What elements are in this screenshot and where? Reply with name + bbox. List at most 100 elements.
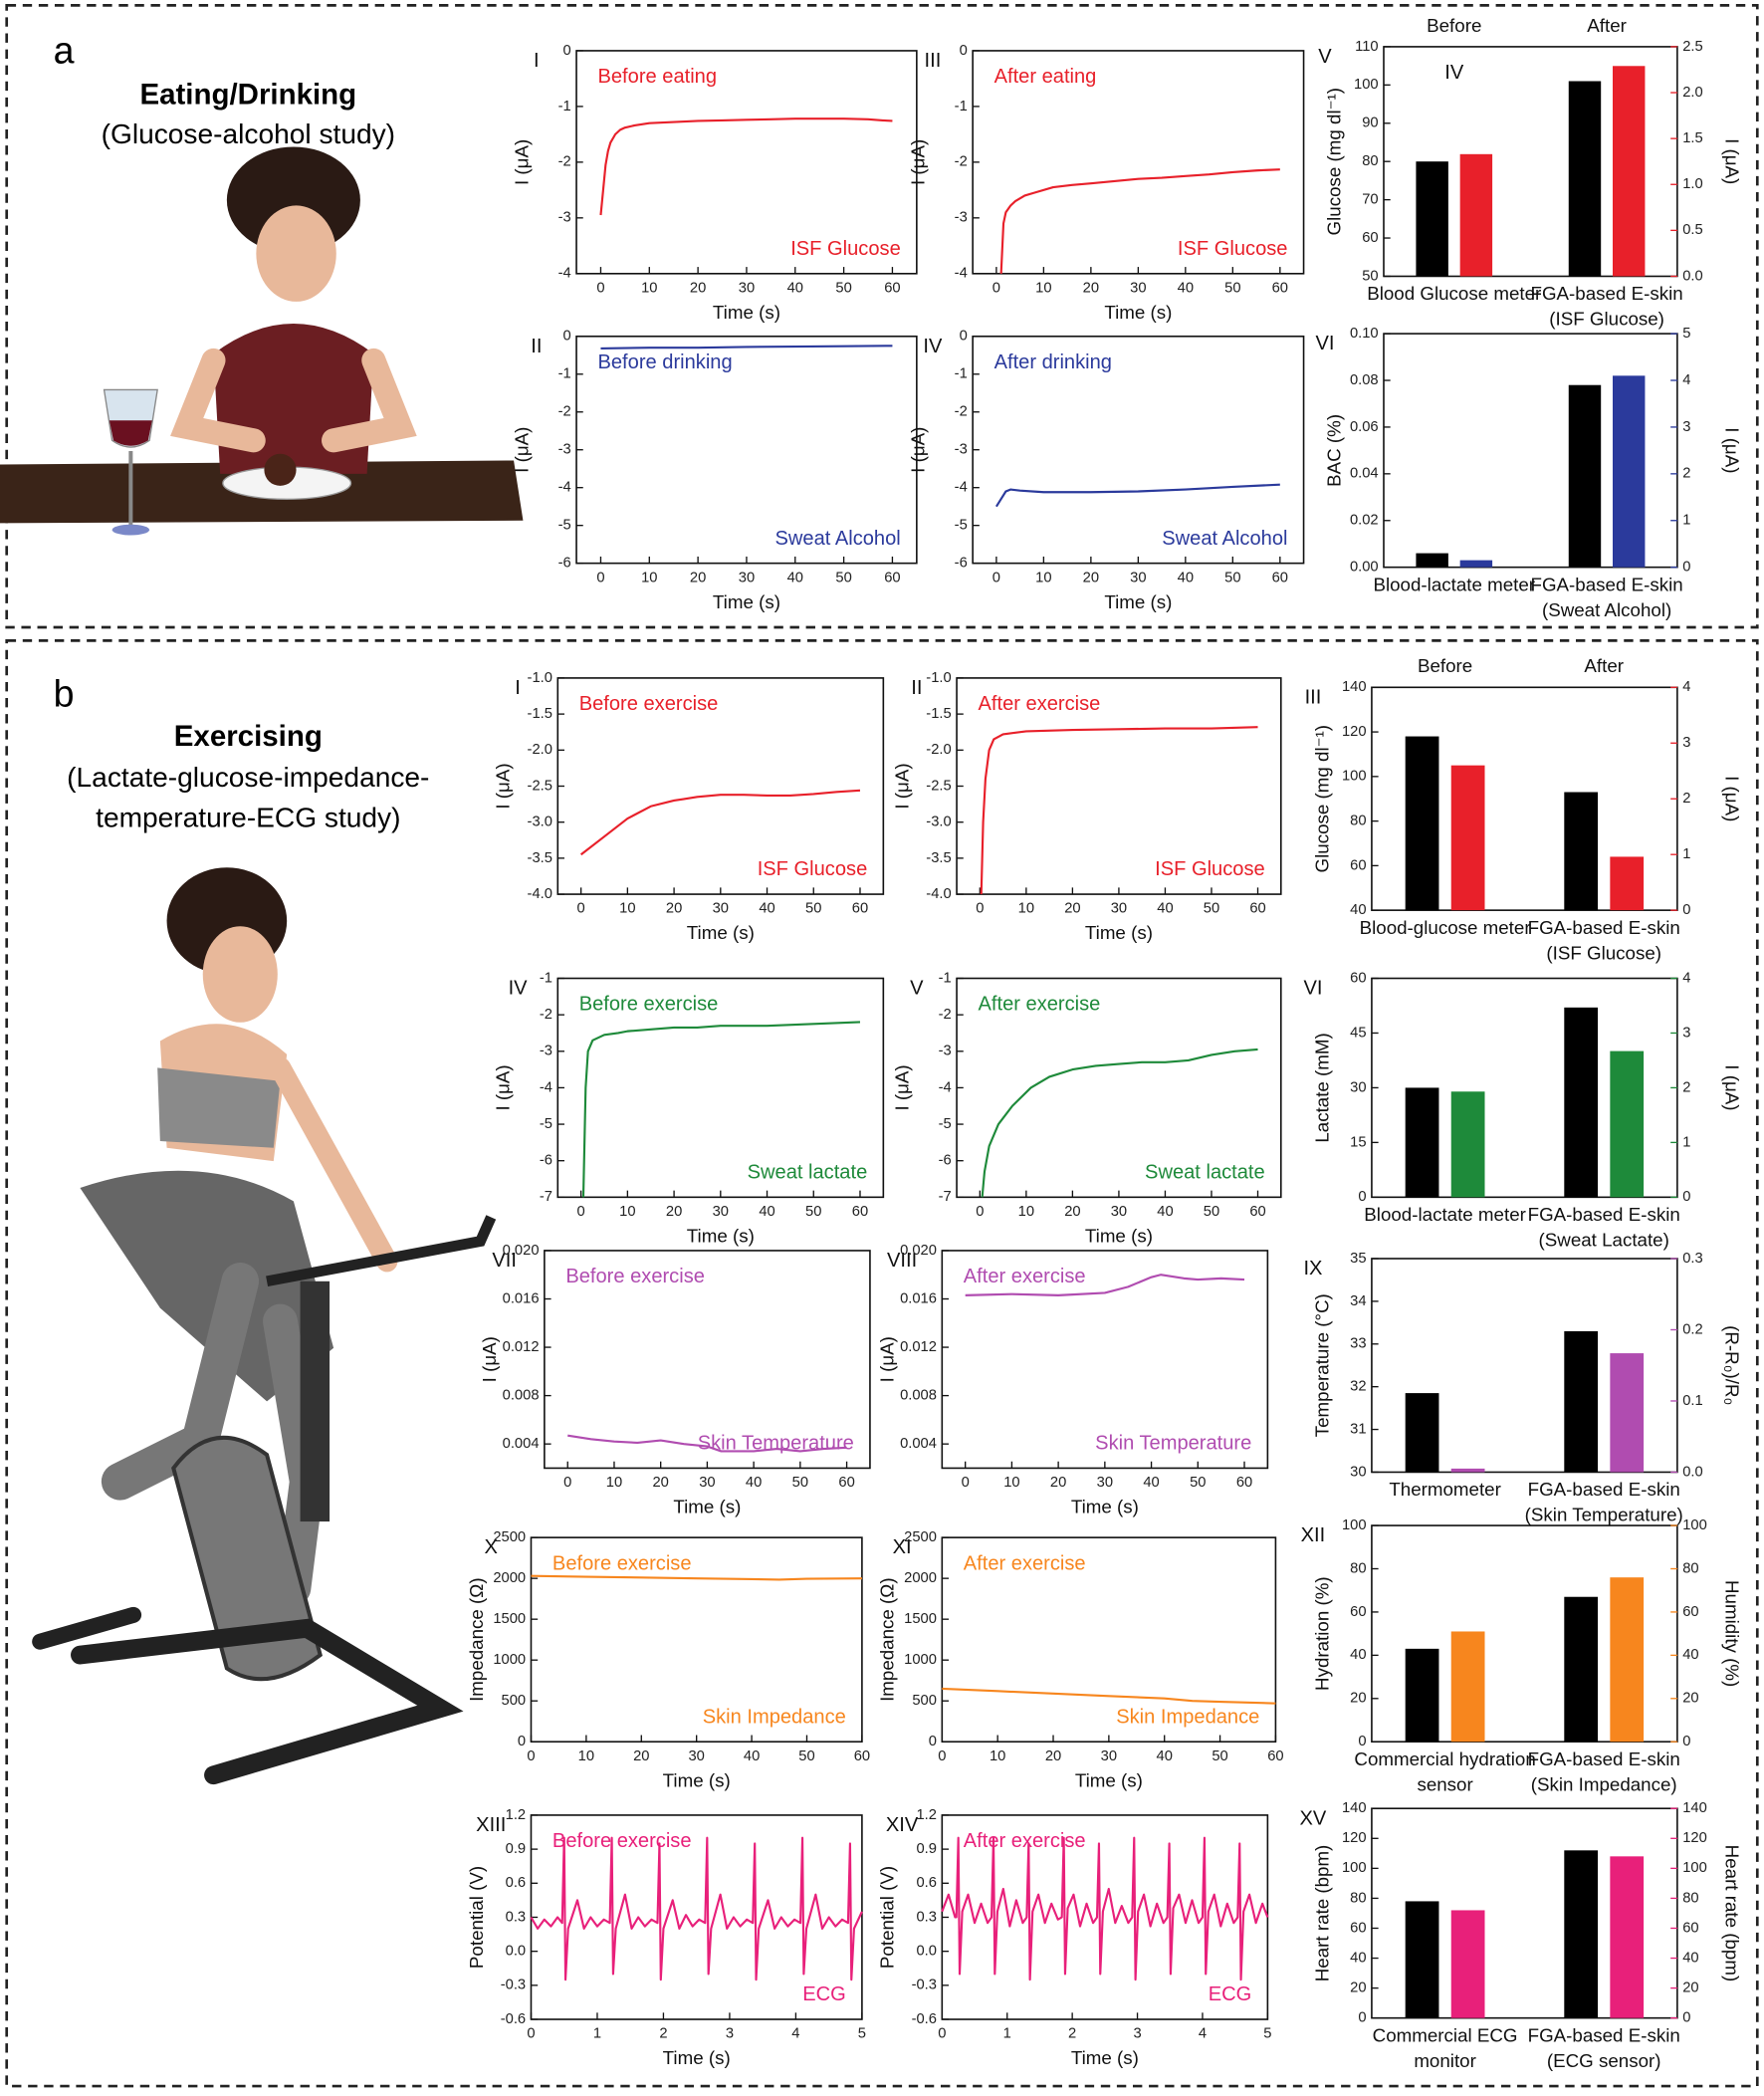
panel-numeral: IV <box>923 336 943 357</box>
section-title: Eating/Drinking <box>139 78 356 111</box>
bar <box>1610 1050 1645 1198</box>
y-tick-label: -3 <box>955 442 968 458</box>
y2-tick-label: 3 <box>1682 419 1690 435</box>
x-tick-label: 60 <box>1267 1748 1283 1764</box>
panel-numeral: X <box>485 1536 498 1558</box>
y-tick-label: -1 <box>955 366 968 382</box>
y-tick-label: 32 <box>1350 1379 1366 1395</box>
x-tick-label: 40 <box>759 1204 774 1220</box>
y-tick-label: -0.6 <box>912 2011 937 2027</box>
x-tick-label: 40 <box>1143 1475 1159 1491</box>
y-axis-label: I (μA) <box>511 427 532 473</box>
y-axis-label: Lactate (mM) <box>1312 1033 1333 1142</box>
section-frame <box>5 639 1759 2088</box>
bar <box>1568 384 1602 568</box>
y2-tick-label: 40 <box>1682 1950 1698 1966</box>
y-tick-label: 0.6 <box>916 1875 936 1891</box>
annotation: Before exercise <box>552 1830 692 1852</box>
x-tick-label: 20 <box>1083 570 1099 585</box>
y-tick-label: 1500 <box>493 1611 526 1627</box>
bar <box>1564 1007 1599 1198</box>
x-category-label: Thermometer <box>1389 1479 1501 1500</box>
x-axis-label: Time (s) <box>1085 922 1153 943</box>
annotation: Before drinking <box>597 351 732 373</box>
data-line <box>942 1687 1276 1705</box>
x-tick-label: 20 <box>666 1204 682 1220</box>
y-tick-label: 2500 <box>493 1529 526 1545</box>
x-tick-label: 30 <box>1097 1475 1113 1491</box>
y-tick-label: -4 <box>558 480 571 496</box>
x-tick-label: 10 <box>641 280 657 296</box>
y2-tick-label: 1 <box>1682 846 1690 862</box>
bar <box>1459 560 1493 568</box>
annotation: Before eating <box>597 66 717 88</box>
y-tick-label: -3 <box>939 1044 952 1059</box>
y-tick-label: -5 <box>558 518 571 534</box>
y-tick-label: -5 <box>939 1116 952 1132</box>
x-category-label: Blood-lactate meter <box>1364 1204 1526 1225</box>
annotation: Skin Impedance <box>1116 1706 1259 1728</box>
bar <box>1610 1577 1645 1743</box>
x-tick-label: 10 <box>1018 1204 1034 1220</box>
x-category-label: FGA-based E-skin <box>1528 1204 1680 1225</box>
y-tick-label: 1500 <box>904 1611 937 1627</box>
y-tick-label: -7 <box>939 1189 952 1205</box>
y2-tick-label: 100 <box>1682 1517 1707 1533</box>
illustration-exercise <box>32 867 497 1785</box>
x-tick-label: 30 <box>1111 901 1127 917</box>
y-tick-label: 0.008 <box>900 1387 937 1403</box>
panel-numeral: IX <box>1303 1258 1322 1280</box>
y2-tick-label: 20 <box>1682 1691 1698 1707</box>
y-tick-label: 2000 <box>493 1570 526 1586</box>
section-subtitle: (Lactate-glucose-impedance- <box>67 762 429 793</box>
x-category-label: (ECG sensor) <box>1547 2050 1661 2071</box>
y-tick-label: -1.0 <box>926 670 951 686</box>
y-axis-label: I (μA) <box>511 139 532 185</box>
y-tick-label: 100 <box>1342 769 1367 785</box>
x-tick-label: 40 <box>787 570 803 585</box>
y-tick-label: -6 <box>955 556 968 572</box>
x-category-label: monitor <box>1414 2050 1476 2071</box>
x-tick-label: 0 <box>596 280 604 296</box>
y-tick-label: -4 <box>558 266 571 282</box>
y-tick-label: 0 <box>562 43 570 59</box>
annotation: After exercise <box>964 1552 1086 1574</box>
y2-tick-label: 60 <box>1682 1920 1698 1936</box>
x-category-label: (ISF Glucose) <box>1546 942 1661 963</box>
y-tick-label: 0 <box>518 1734 526 1749</box>
annotation: ISF Glucose <box>1155 858 1265 880</box>
x-category-label: Blood-lactate meter <box>1373 574 1535 594</box>
annotation: Skin Temperature <box>698 1433 854 1455</box>
y-tick-label: 110 <box>1355 39 1379 55</box>
y2-tick-label: 0 <box>1682 902 1690 918</box>
x-tick-label: 10 <box>1003 1475 1019 1491</box>
panel-numeral: XIII <box>476 1814 506 1836</box>
panel-numeral: I <box>515 677 521 699</box>
y-tick-label: 20 <box>1350 1980 1366 1996</box>
x-tick-label: 30 <box>713 1204 729 1220</box>
y-tick-label: 45 <box>1350 1025 1366 1041</box>
y-tick-label: 0.016 <box>503 1290 540 1306</box>
y-tick-label: 1.2 <box>916 1807 936 1823</box>
y-tick-label: 0.06 <box>1350 419 1379 435</box>
panel-numeral: XII <box>1301 1524 1326 1546</box>
y2-tick-label: 3 <box>1682 735 1690 751</box>
y-tick-label: -4.0 <box>926 886 951 902</box>
y2-tick-label: 2 <box>1682 791 1690 807</box>
annotation: Before exercise <box>565 1266 705 1287</box>
x-tick-label: 20 <box>633 1748 649 1764</box>
x-tick-label: 40 <box>1178 570 1194 585</box>
y-axis-label: BAC (%) <box>1324 414 1345 487</box>
y2-tick-label: 2.5 <box>1682 39 1702 55</box>
y2-tick-label: 5 <box>1682 326 1690 342</box>
x-tick-label: 50 <box>1224 570 1240 585</box>
bar <box>1450 1631 1485 1743</box>
y-tick-label: 40 <box>1350 902 1366 918</box>
y2-tick-label: 0 <box>1682 1734 1690 1749</box>
y2-tick-label: 80 <box>1682 1890 1698 1906</box>
y-tick-label: 0.04 <box>1350 466 1379 482</box>
x-category-label: sensor <box>1417 1773 1472 1794</box>
x-tick-label: 60 <box>884 570 900 585</box>
y-tick-label: -2 <box>540 1007 552 1023</box>
data-line <box>567 1434 847 1453</box>
